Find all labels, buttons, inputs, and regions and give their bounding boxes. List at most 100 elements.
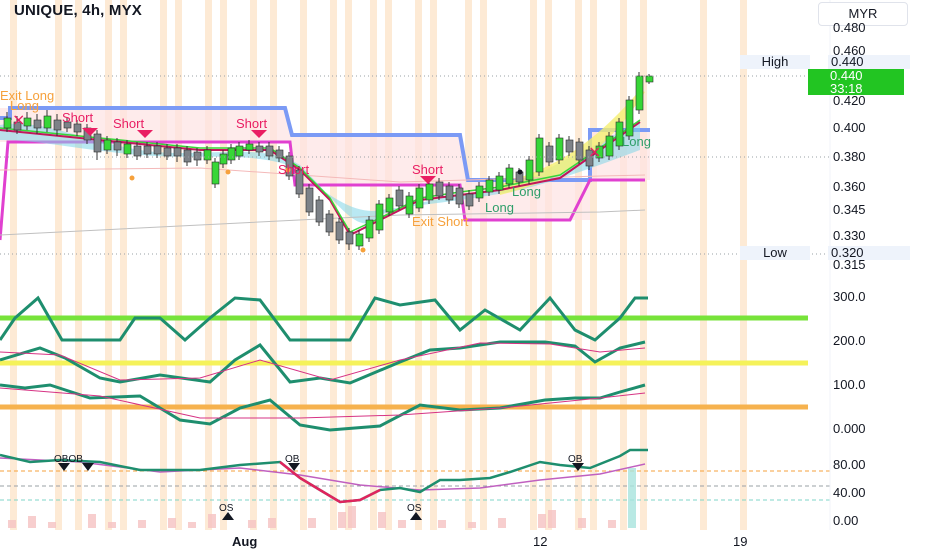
volume-bar (48, 522, 56, 528)
price-axis-label: 0.480 (833, 20, 866, 35)
candle-body (435, 181, 444, 197)
currency-button[interactable]: MYR (818, 2, 908, 26)
candle-body (285, 155, 294, 177)
volume-bars (8, 468, 636, 528)
session-stripe (640, 0, 647, 530)
osc-signal-3 (0, 387, 646, 419)
candle-body (93, 133, 102, 153)
session-stripe (120, 0, 127, 530)
short-label: Short (62, 110, 93, 125)
candle-body (193, 151, 202, 161)
candle-body (335, 221, 344, 241)
volume-bar (348, 506, 356, 528)
short-signals (82, 128, 436, 184)
volume-bar (168, 518, 176, 528)
exit-short-label: Exit Short (412, 214, 469, 229)
candle-body (475, 185, 484, 199)
candle-body (295, 169, 304, 195)
volume-bar (538, 514, 546, 528)
high-value: 0.440 (828, 55, 910, 69)
session-stripe (105, 0, 112, 530)
session-stripe (10, 0, 17, 530)
candle-body (227, 147, 236, 161)
candle-body (153, 145, 162, 155)
os-marker (410, 512, 422, 520)
os-label: OS (219, 503, 234, 514)
long-label: Long (512, 184, 541, 199)
candle-body (415, 187, 424, 209)
symbol-title[interactable]: UNIQUE, 4h, MYX (14, 2, 143, 19)
long-label: Long (485, 200, 514, 215)
session-stripe (590, 0, 597, 530)
volume-bar (248, 520, 256, 528)
candle-body (455, 187, 464, 205)
session-stripe (270, 0, 277, 530)
time-axis-label: 12 (533, 534, 548, 549)
candle-body (43, 115, 52, 129)
candle-body (615, 121, 624, 147)
x-marker: × (588, 142, 601, 161)
price-axis-label: 0.330 (833, 228, 866, 243)
os-label: OS (407, 503, 422, 514)
candle-body (525, 159, 534, 181)
candle-body (535, 137, 544, 173)
price-axis-label: 0.360 (833, 179, 866, 194)
short-arrow (82, 128, 98, 136)
candle-body (555, 137, 564, 161)
candle-body (345, 231, 354, 245)
ma-long (0, 209, 646, 236)
ma-fast-green (0, 119, 641, 233)
os-marker (222, 512, 234, 520)
rsi-axis-label: 80.00 (833, 457, 866, 472)
candles[interactable] (3, 72, 654, 250)
session-stripe (250, 0, 257, 530)
candle-body (143, 145, 152, 155)
volume-bar (8, 520, 16, 528)
candle-body (183, 149, 192, 163)
candle-body (605, 135, 614, 157)
candle-body (355, 233, 364, 247)
osc-line-1 (0, 295, 648, 342)
volume-bar (608, 520, 616, 528)
osc-axis-label: 0.000 (833, 421, 866, 436)
volume-bar (398, 520, 406, 528)
osc-line-2 (0, 340, 646, 385)
rsi-axis-label: 0.00 (833, 513, 859, 528)
session-stripe (430, 0, 437, 530)
volume-bar (578, 518, 586, 528)
candle-body (63, 121, 72, 129)
session-stripe (620, 0, 627, 530)
ma-mid (0, 167, 646, 183)
ob-marker (82, 463, 94, 471)
volume-bar (438, 520, 446, 528)
candle-body (275, 149, 284, 159)
candle-body (575, 141, 584, 161)
osc-signal-2 (0, 342, 646, 381)
price-pane[interactable]: × × Exit Long Long Short Short Short Sho… (0, 72, 830, 255)
volume-bar (378, 512, 386, 528)
low-value: 0.320 (828, 246, 910, 260)
exit-long-label: Exit Long (0, 88, 54, 103)
candle-body (33, 119, 42, 129)
session-stripe (740, 0, 747, 530)
candle-body (203, 149, 212, 161)
long-label: Long (622, 134, 651, 149)
rsi-pane[interactable]: OBOB OB OB OS OS (0, 448, 830, 528)
oscillator-pane[interactable] (0, 295, 808, 432)
volume-bar (208, 514, 216, 528)
candle-body (625, 99, 634, 137)
session-stripe (530, 0, 537, 530)
ob-marker (288, 463, 300, 471)
candle-body (103, 139, 112, 151)
session-stripe (220, 0, 227, 530)
candle-body (425, 183, 434, 201)
dot-marker (285, 167, 291, 173)
last-price-value: 0.440 (830, 68, 863, 83)
session-stripe (370, 0, 377, 530)
volume-bar (628, 468, 636, 528)
candle-body (595, 145, 604, 159)
candle-body (133, 145, 142, 157)
volume-bar (268, 518, 276, 528)
volume-bar (188, 522, 196, 528)
